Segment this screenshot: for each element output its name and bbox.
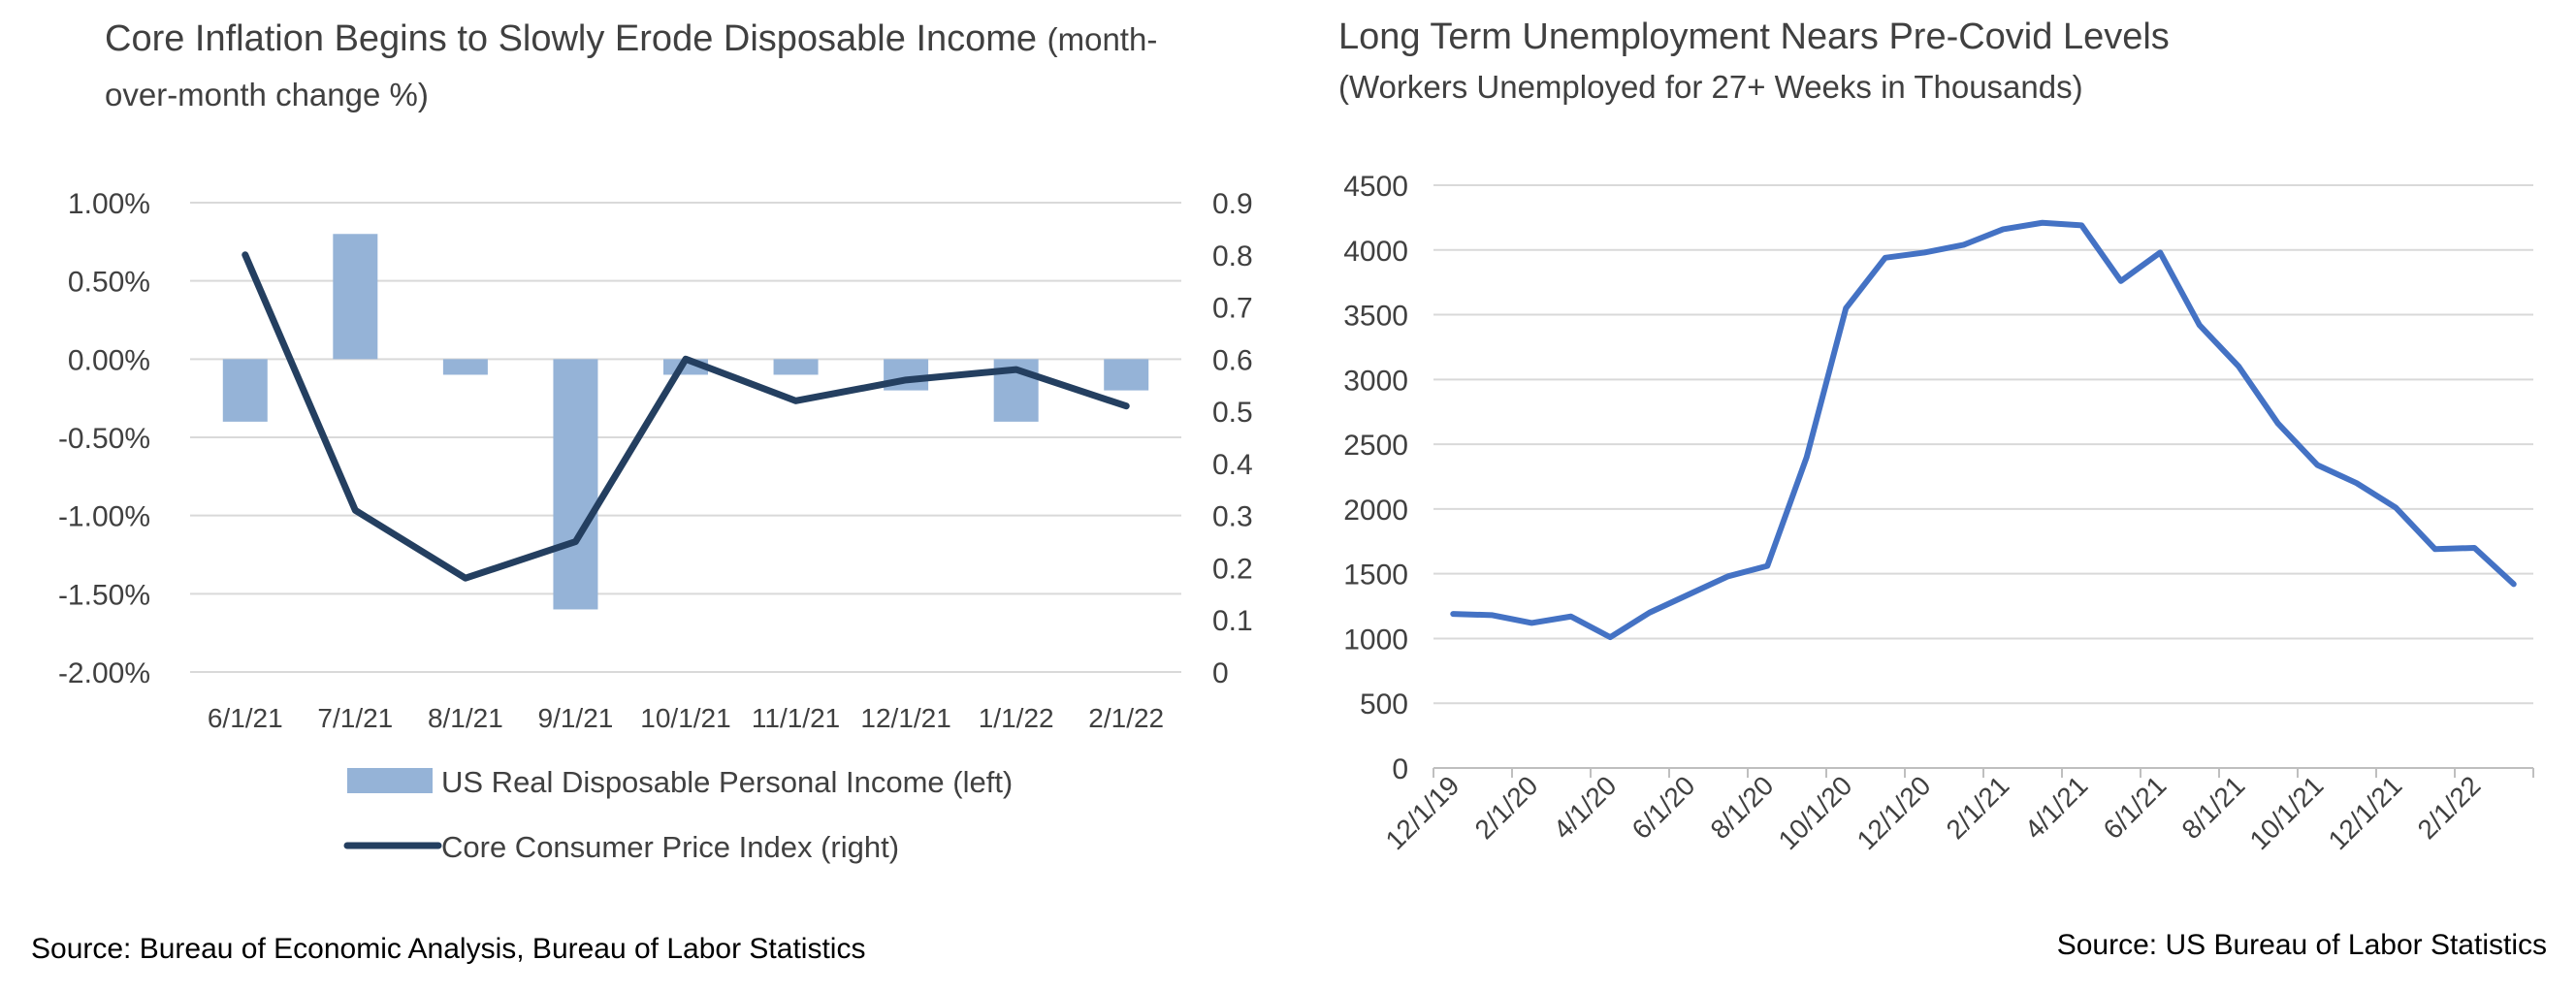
right-x-axis-labels: 12/1/19 2/1/20 4/1/20 6/1/20 8/1/2010/1/2012… <box>1380 770 2487 855</box>
right-y-tick-label: 0 <box>1392 753 1408 785</box>
right-x-tick-label: 8/1/20 <box>1705 770 1780 845</box>
right-y-tick-label: 2000 <box>1343 495 1408 527</box>
left-chart: 1.00%0.50%0.00%-0.50%-1.00%-1.50%-2.00% … <box>58 188 1253 864</box>
right-y-tick-label: 0.9 <box>1212 188 1253 220</box>
left-line-series <box>242 251 1130 582</box>
right-chart-subtitle: (Workers Unemployed for 27+ Weeks in Tho… <box>1338 69 2083 105</box>
left-x-tick-label: 8/1/21 <box>428 703 503 733</box>
left-chart-title: Core Inflation Begins to Slowly Erode Di… <box>105 12 1172 122</box>
right-source-note: Source: US Bureau of Labor Statistics <box>2056 929 2547 961</box>
left-x-axis-labels: 6/1/21 7/1/21 8/1/21 9/1/21 10/1/21 11/1/21 12… <box>208 703 1164 733</box>
legend-bar-swatch <box>347 768 433 793</box>
right-y-tick-label: 0.5 <box>1212 397 1253 429</box>
left-bars <box>222 234 1149 610</box>
income-bar <box>553 359 598 610</box>
long-term-unemployment-line <box>1450 219 2517 641</box>
right-x-tick-label: 2/1/20 <box>1469 770 1544 845</box>
right-y-tick-label: 0.3 <box>1212 501 1253 533</box>
right-x-tick-label: 4/1/21 <box>2019 770 2094 845</box>
right-x-tick-label: 8/1/21 <box>2176 770 2251 845</box>
right-chart-title-block: Long Term Unemployment Nears Pre-Covid L… <box>1338 12 2560 112</box>
right-y-tick-label: 4000 <box>1343 236 1408 268</box>
left-y-tick-label: 0.00% <box>68 344 150 376</box>
left-y-tick-label: 0.50% <box>68 267 150 299</box>
left-y-axis-left-labels: 1.00% 0.50% 0.00% -0.50% -1.00% -1.50% -2.00% <box>58 188 150 689</box>
left-legend: US Real Disposable Personal Income (left… <box>343 765 1013 864</box>
left-x-tick-label: 7/1/21 <box>317 703 393 733</box>
left-x-tick-label: 11/1/21 <box>752 703 840 733</box>
left-x-tick-label: 1/1/22 <box>979 703 1054 733</box>
right-x-tick-label: 12/1/21 <box>2323 770 2408 855</box>
left-y-tick-label: -1.50% <box>58 579 150 611</box>
legend-bar-label: US Real Disposable Personal Income (left… <box>441 765 1013 799</box>
right-y-tick-label: 500 <box>1360 688 1408 720</box>
right-y-tick-label: 0.6 <box>1212 344 1253 376</box>
core-cpi-line <box>242 251 1130 582</box>
left-x-tick-label: 12/1/21 <box>860 703 950 733</box>
right-chart-title: Long Term Unemployment Nears Pre-Covid L… <box>1338 16 2170 57</box>
right-y-tick-label: 0.2 <box>1212 553 1253 585</box>
right-y-tick-label: 2500 <box>1343 430 1408 462</box>
income-bar <box>1104 359 1149 391</box>
right-y-tick-label: 0.7 <box>1212 293 1253 325</box>
right-x-tick-label: 12/1/19 <box>1380 770 1465 855</box>
right-y-tick-label: 0.1 <box>1212 605 1253 637</box>
right-y-tick-label: 0.4 <box>1212 449 1253 481</box>
left-x-tick-label: 10/1/21 <box>640 703 730 733</box>
left-y-tick-label: -0.50% <box>58 423 150 455</box>
right-gridlines <box>1433 184 2533 705</box>
right-x-tick-label: 12/1/20 <box>1852 770 1937 855</box>
left-x-tick-label: 6/1/21 <box>208 703 283 733</box>
income-bar <box>442 359 488 375</box>
left-y-axis-right-labels: 0.9 0.8 0.7 0.6 0.5 0.4 0.3 0.2 0.1 0 <box>1212 188 1253 689</box>
right-x-tick-label: 10/1/20 <box>1773 770 1858 855</box>
left-x-tick-label: 9/1/21 <box>538 703 614 733</box>
right-y-tick-label: 1000 <box>1343 624 1408 656</box>
left-y-tick-label: -2.00% <box>58 657 150 689</box>
left-x-tick-label: 2/1/22 <box>1088 703 1164 733</box>
left-source-note: Source: Bureau of Economic Analysis, Bur… <box>31 933 866 965</box>
income-bar <box>773 359 819 375</box>
right-x-tick-label: 2/1/21 <box>1941 770 2015 845</box>
left-y-tick-label: -1.00% <box>58 501 150 533</box>
right-x-tick-label: 6/1/21 <box>2098 770 2173 845</box>
right-x-tick-label: 4/1/20 <box>1548 770 1623 845</box>
right-x-tick-label: 10/1/21 <box>2244 770 2330 855</box>
right-y-tick-label: 3000 <box>1343 365 1408 397</box>
income-bar <box>333 234 378 360</box>
right-x-axis <box>1433 767 2534 778</box>
right-line-series <box>1450 219 2517 641</box>
right-y-tick-label: 4500 <box>1343 171 1408 203</box>
right-y-tick-label: 0 <box>1212 657 1229 689</box>
left-chart-subtitle: (month-over-month change %) <box>105 21 1158 112</box>
legend-line-label: Core Consumer Price Index (right) <box>441 830 899 864</box>
right-x-tick-label: 6/1/20 <box>1626 770 1701 845</box>
right-y-axis-labels: 4500 4000 3500 3000 2500 2000 1500 1000 500 0 <box>1343 171 1408 785</box>
right-y-tick-label: 3500 <box>1343 301 1408 333</box>
right-y-tick-label: 1500 <box>1343 560 1408 592</box>
left-y-tick-label: 1.00% <box>68 188 150 220</box>
right-x-tick-label: 2/1/22 <box>2412 770 2487 845</box>
income-bar <box>222 359 268 422</box>
left-chart-title-text: Core Inflation Begins to Slowly Erode Di… <box>105 18 1038 59</box>
right-y-tick-label: 0.8 <box>1212 240 1253 272</box>
